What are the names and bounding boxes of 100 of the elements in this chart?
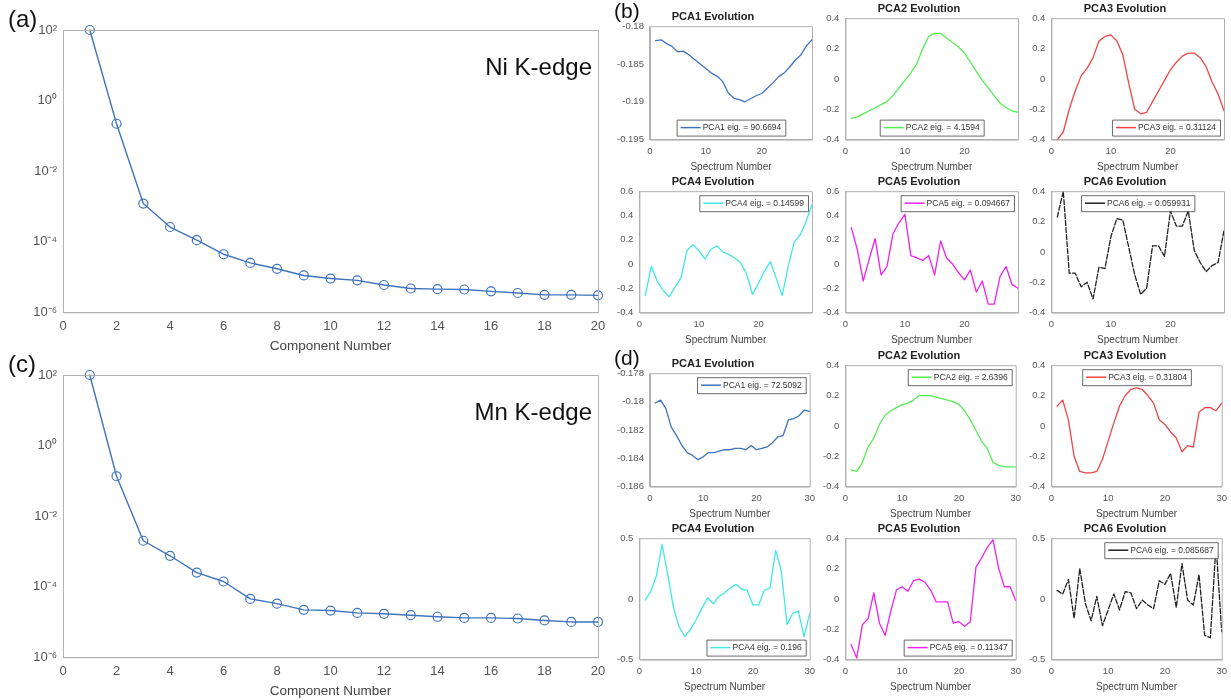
point (405, 283, 416, 294)
y-tick-label: 0 (628, 257, 634, 269)
legend-label: PCA6 eig. = 0.059931 (1106, 197, 1191, 208)
x-tick-label: 6 (219, 317, 228, 333)
y-tick-label: 0.4 (1032, 11, 1046, 23)
point (405, 610, 416, 621)
y-tick-label: 0.2 (826, 233, 840, 245)
x-axis-title: Spectrum Number (889, 507, 972, 519)
x-tick-label: 10 (1102, 664, 1114, 676)
point (271, 263, 283, 274)
x-tick-label: 16 (483, 662, 499, 678)
x-tick-label: 30 (1216, 491, 1228, 503)
legend-label: PCA1 eig. = 72.5092 (723, 379, 802, 390)
legend-label: PCA4 eig. = 0.196 (732, 641, 802, 652)
x-axis-title: Spectrum Number (683, 680, 766, 692)
x-tick-label: 12 (376, 317, 392, 333)
x-tick-label: 14 (430, 317, 445, 333)
annotation: Ni K-edge (485, 52, 592, 80)
y-tick-label: -0.19 (622, 95, 644, 107)
chart-title: PCA5 Evolution (877, 521, 961, 534)
point (352, 607, 363, 619)
x-tick-label: 0 (647, 144, 653, 156)
x-tick-label: 18 (537, 317, 552, 333)
x-axis-title: Component Number (269, 682, 392, 698)
y-tick-label: 10⁰ (37, 437, 58, 453)
x-tick-label: 10 (1105, 144, 1117, 156)
y-tick-label: 0.2 (1032, 215, 1046, 227)
point (459, 284, 470, 295)
x-tick-label: 20 (953, 664, 965, 676)
point (378, 279, 390, 291)
x-tick-label: 20 (751, 491, 762, 503)
point (84, 369, 95, 381)
x-tick-label: 12 (376, 662, 392, 678)
chart-title: PCA4 Evolution (671, 174, 755, 187)
y-tick-label: 0 (1040, 592, 1046, 604)
x-axis-title: Spectrum Number (689, 507, 772, 519)
chart-title: PCA6 Evolution (1083, 521, 1167, 534)
point (485, 286, 497, 297)
x-tick-label: 20 (753, 317, 764, 329)
x-tick-label: 20 (1159, 664, 1171, 676)
point (245, 257, 256, 268)
x-tick-label: 20 (590, 662, 606, 678)
point (512, 287, 523, 299)
y-tick-label: 0.2 (826, 42, 840, 54)
x-tick-label: 20 (959, 144, 970, 156)
legend-label: PCA1 eig. = 90.6694 (702, 121, 782, 132)
chart-title: PCA3 Evolution (1083, 1, 1167, 14)
y-tick-label: -0.2 (1028, 275, 1046, 287)
y-tick-label: 0.4 (826, 209, 840, 221)
x-tick-label: 4 (166, 317, 174, 333)
y-tick-label: -0.4 (822, 480, 840, 492)
point (459, 612, 470, 624)
y-tick-label: 10⁻⁴ (33, 578, 58, 594)
x-tick-label: 10 (697, 491, 709, 503)
y-tick-label: -0.185 (617, 57, 644, 69)
point (111, 118, 122, 129)
x-tick-label: 0 (842, 491, 849, 503)
y-tick-label: 0.4 (826, 531, 840, 543)
y-tick-label: 0.5 (1032, 531, 1046, 543)
y-tick-label: 0.5 (620, 531, 634, 543)
x-axis-title: Spectrum Number (1097, 333, 1179, 345)
x-tick-label: 10 (896, 664, 908, 676)
point (245, 593, 256, 604)
y-tick-label: 0.2 (1032, 42, 1046, 54)
point (592, 616, 604, 628)
chart-title: PCA3 Evolution (1083, 348, 1167, 361)
point (432, 284, 443, 295)
point (378, 608, 390, 619)
x-tick-label: 10 (1105, 317, 1117, 329)
x-axis-title: Spectrum Number (685, 333, 767, 345)
x-tick-label: 0 (842, 317, 849, 329)
x-axis-title: Spectrum Number (891, 160, 973, 172)
y-tick-label: -0.2 (822, 449, 840, 461)
y-tick-label: 0.4 (620, 209, 634, 221)
y-tick-label: -0.182 (617, 423, 644, 435)
y-tick-label: 0 (834, 72, 840, 84)
x-tick-label: 0 (842, 144, 849, 156)
x-tick-label: 10 (896, 491, 908, 503)
y-tick-label: 0.4 (1032, 184, 1046, 196)
y-tick-label: 0 (834, 257, 840, 269)
x-tick-label: 20 (1165, 317, 1176, 329)
x-tick-label: 0 (1048, 664, 1055, 676)
y-tick-label: -0.4 (1028, 306, 1046, 318)
x-axis-title: Spectrum Number (1095, 680, 1178, 692)
y-tick-label: 10⁻⁶ (33, 648, 58, 664)
point (218, 249, 229, 260)
point (164, 550, 176, 561)
point (512, 613, 523, 624)
point (352, 275, 363, 286)
x-tick-label: 20 (590, 317, 606, 333)
y-tick-label: 0.4 (826, 358, 840, 370)
y-tick-label: -0.2 (616, 281, 634, 293)
y-tick-label: -0.2 (1028, 449, 1046, 461)
x-tick-label: 10 (899, 144, 911, 156)
chart-title: PCA1 Evolution (671, 356, 755, 369)
x-tick-label: 0 (1048, 491, 1055, 503)
chart-title: PCA2 Evolution (877, 1, 961, 14)
y-tick-label: -0.5 (616, 653, 634, 665)
y-tick-label: 0 (834, 592, 840, 604)
x-tick-label: 10 (899, 317, 911, 329)
